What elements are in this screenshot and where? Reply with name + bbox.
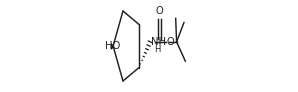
Text: NH: NH xyxy=(151,37,166,47)
Text: O: O xyxy=(156,7,164,16)
Text: HO: HO xyxy=(105,41,120,51)
Text: O: O xyxy=(167,37,175,47)
Text: H: H xyxy=(154,45,160,54)
